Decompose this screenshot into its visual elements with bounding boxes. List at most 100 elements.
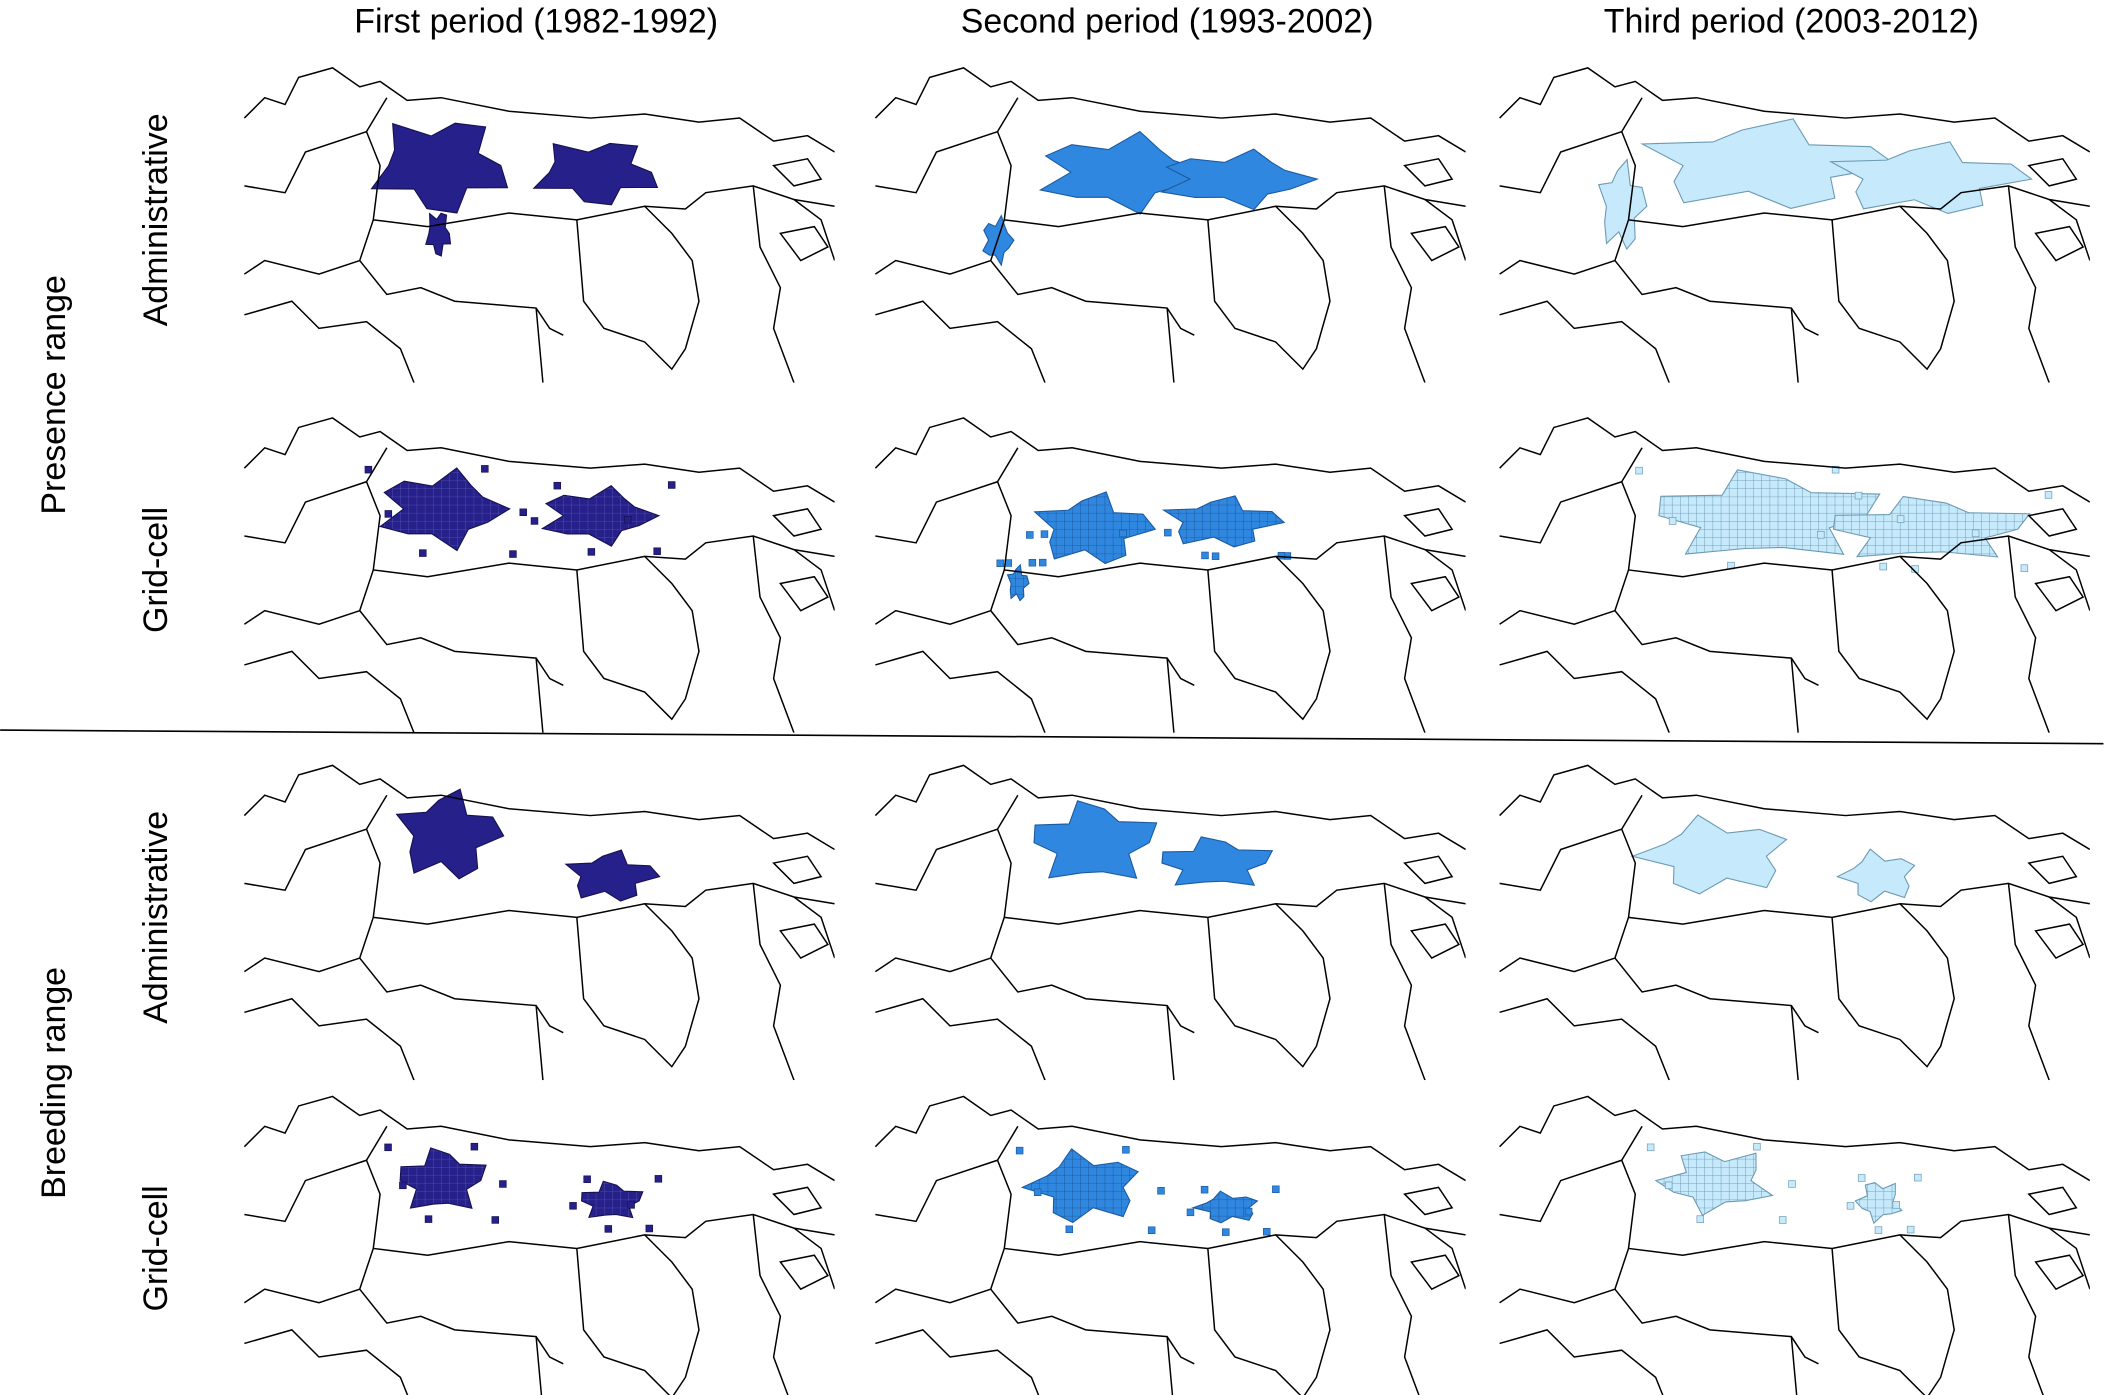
grid-cell (1896, 515, 1905, 523)
map-panel (1498, 417, 2090, 733)
grid-cell (1892, 1201, 1900, 1209)
range-area (1828, 141, 2033, 215)
grid-cell (1277, 551, 1286, 560)
range-area (982, 214, 1015, 267)
grid-cell (1222, 1228, 1230, 1236)
range-area (564, 849, 661, 902)
grid-cell (2044, 491, 2053, 499)
group-label: Breeding range (35, 967, 73, 1199)
map-panel (874, 67, 1466, 383)
divider (0, 729, 2104, 745)
range-area (1630, 814, 1788, 895)
range-area (370, 122, 509, 214)
range-area (425, 212, 452, 257)
grid-cell (1668, 517, 1677, 525)
grid-cell (1157, 1187, 1165, 1195)
grid-cell (1664, 1181, 1673, 1190)
grid-cells (1832, 495, 2031, 558)
row-label: Grid-cell (137, 507, 175, 633)
grid-cell (1200, 1185, 1209, 1194)
group-label: Presence range (35, 275, 73, 514)
grid-cell (1914, 1173, 1922, 1182)
grid-cell (604, 1225, 613, 1233)
grid-cell (499, 1180, 507, 1188)
grid-cell (1879, 562, 1887, 571)
grid-cell (1854, 491, 1863, 500)
map-panel (1498, 764, 2090, 1081)
grid-cells (1033, 491, 1157, 565)
grid-cell (1026, 531, 1034, 539)
grid-cell (653, 547, 661, 555)
grid-cell (667, 481, 676, 489)
grid-cell (1040, 530, 1049, 538)
range-area (1161, 836, 1274, 886)
grid-cell (491, 1216, 500, 1224)
grid-cell (587, 548, 596, 556)
grid-cell (1038, 558, 1047, 567)
grid-cell (553, 481, 562, 490)
base-map (874, 67, 1466, 383)
grid-cell (1015, 1146, 1024, 1155)
grid-cell (1874, 1226, 1883, 1234)
grid-cell (1244, 1207, 1253, 1216)
grid-cell (364, 465, 373, 474)
grid-cell (1201, 551, 1209, 560)
grid-cell (627, 1201, 635, 1209)
base-map (874, 417, 1466, 733)
grid-cell (1817, 531, 1825, 539)
grid-cell (530, 517, 539, 525)
grid-cell (1164, 528, 1172, 537)
grid-cell (1635, 466, 1643, 475)
grid-cells (378, 467, 511, 552)
grid-cell (1696, 1215, 1705, 1223)
grid-cells (1654, 1151, 1774, 1217)
map-panel (1498, 1095, 2090, 1395)
range-area (395, 788, 505, 880)
grid-cell (1147, 1226, 1156, 1234)
grid-cell (1186, 1208, 1195, 1217)
grid-cell (2020, 564, 2029, 572)
grid-cell (1263, 1228, 1271, 1236)
base-map (1498, 764, 2090, 1081)
grid-cells (540, 484, 661, 547)
range-area (1038, 130, 1211, 215)
map-panel (1498, 67, 2090, 383)
base-map (243, 1095, 835, 1395)
base-map (243, 764, 835, 1081)
grid-cell (1753, 1142, 1761, 1151)
grid-cell (384, 510, 393, 518)
range-area (1033, 800, 1158, 879)
grid-cell (1831, 465, 1840, 474)
grid-cell (399, 1181, 407, 1190)
column-title: Second period (1993-2002) (961, 3, 1374, 41)
grid-cell (470, 1142, 479, 1151)
map-panel (874, 764, 1466, 1081)
grid-cell (1033, 1188, 1042, 1196)
grid-cell (1906, 1225, 1915, 1234)
column-title: First period (1982-1992) (354, 3, 718, 41)
map-panel (243, 764, 835, 1081)
grid-cell (1646, 1143, 1655, 1152)
grid-cell (645, 1224, 654, 1233)
grid-cells (1020, 1148, 1140, 1224)
base-map (1498, 1095, 2090, 1395)
grid-cell (384, 1143, 392, 1152)
row-label: Administrative (137, 811, 175, 1024)
grid-cell (1065, 1225, 1074, 1234)
map-panel (243, 417, 835, 733)
base-map (243, 417, 835, 733)
grid-cell (1028, 559, 1037, 567)
map-panel (243, 1095, 835, 1395)
grid-cells (1161, 495, 1286, 548)
grid-cell (623, 516, 632, 524)
grid-cell (1122, 1146, 1130, 1154)
range-area (1159, 148, 1319, 211)
grid-cell (583, 1175, 591, 1183)
range-area (532, 142, 659, 206)
base-map (874, 1095, 1466, 1395)
grid-cell (1846, 1202, 1855, 1210)
grid-cells (1191, 1190, 1259, 1224)
grid-cell (1788, 1180, 1796, 1188)
grid-cell (509, 550, 517, 558)
